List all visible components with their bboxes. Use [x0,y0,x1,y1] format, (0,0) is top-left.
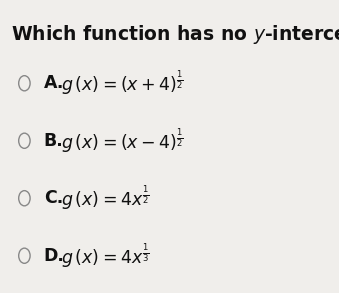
Text: C.: C. [44,189,63,207]
Text: $g\,(x) = (x - 4)^{\frac{1}{2}}$: $g\,(x) = (x - 4)^{\frac{1}{2}}$ [61,127,184,155]
Text: A.: A. [44,74,64,92]
Text: Which function has no $y$-intercept?: Which function has no $y$-intercept? [12,23,339,46]
Text: $g\,(x) = (x + 4)^{\frac{1}{2}}$: $g\,(x) = (x + 4)^{\frac{1}{2}}$ [61,69,184,97]
Text: $g\,(x) = 4x^{\frac{1}{3}}$: $g\,(x) = 4x^{\frac{1}{3}}$ [61,242,150,270]
Text: B.: B. [44,132,64,150]
Text: D.: D. [44,247,65,265]
Text: $g\,(x) = 4x^{\frac{1}{2}}$: $g\,(x) = 4x^{\frac{1}{2}}$ [61,184,150,212]
